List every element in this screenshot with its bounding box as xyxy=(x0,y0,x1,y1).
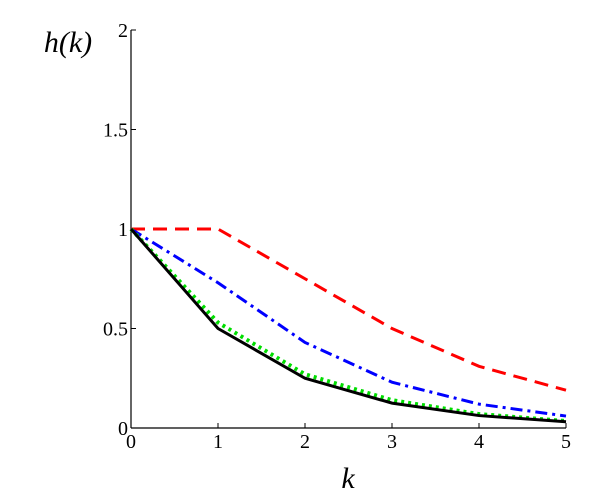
series-line xyxy=(131,227,567,392)
x-tick-label: 1 xyxy=(213,431,223,453)
y-tick-label: 1 xyxy=(118,219,128,241)
x-tick-label: 5 xyxy=(561,431,571,453)
x-tick-label: 4 xyxy=(474,431,484,453)
y-tick-label: 0 xyxy=(118,418,128,440)
x-tick-label: 3 xyxy=(387,431,397,453)
x-tick-label: 2 xyxy=(300,431,310,453)
y-tick-label: 2 xyxy=(118,20,128,42)
y-axis-label: h(k) xyxy=(44,26,92,59)
x-tick-label: 0 xyxy=(126,431,136,453)
y-tick-label: 1.5 xyxy=(103,120,128,142)
y-tick-label: 0.5 xyxy=(103,319,128,341)
series-line xyxy=(129,228,567,424)
x-axis-label: k xyxy=(341,462,355,495)
series-line xyxy=(130,227,567,418)
